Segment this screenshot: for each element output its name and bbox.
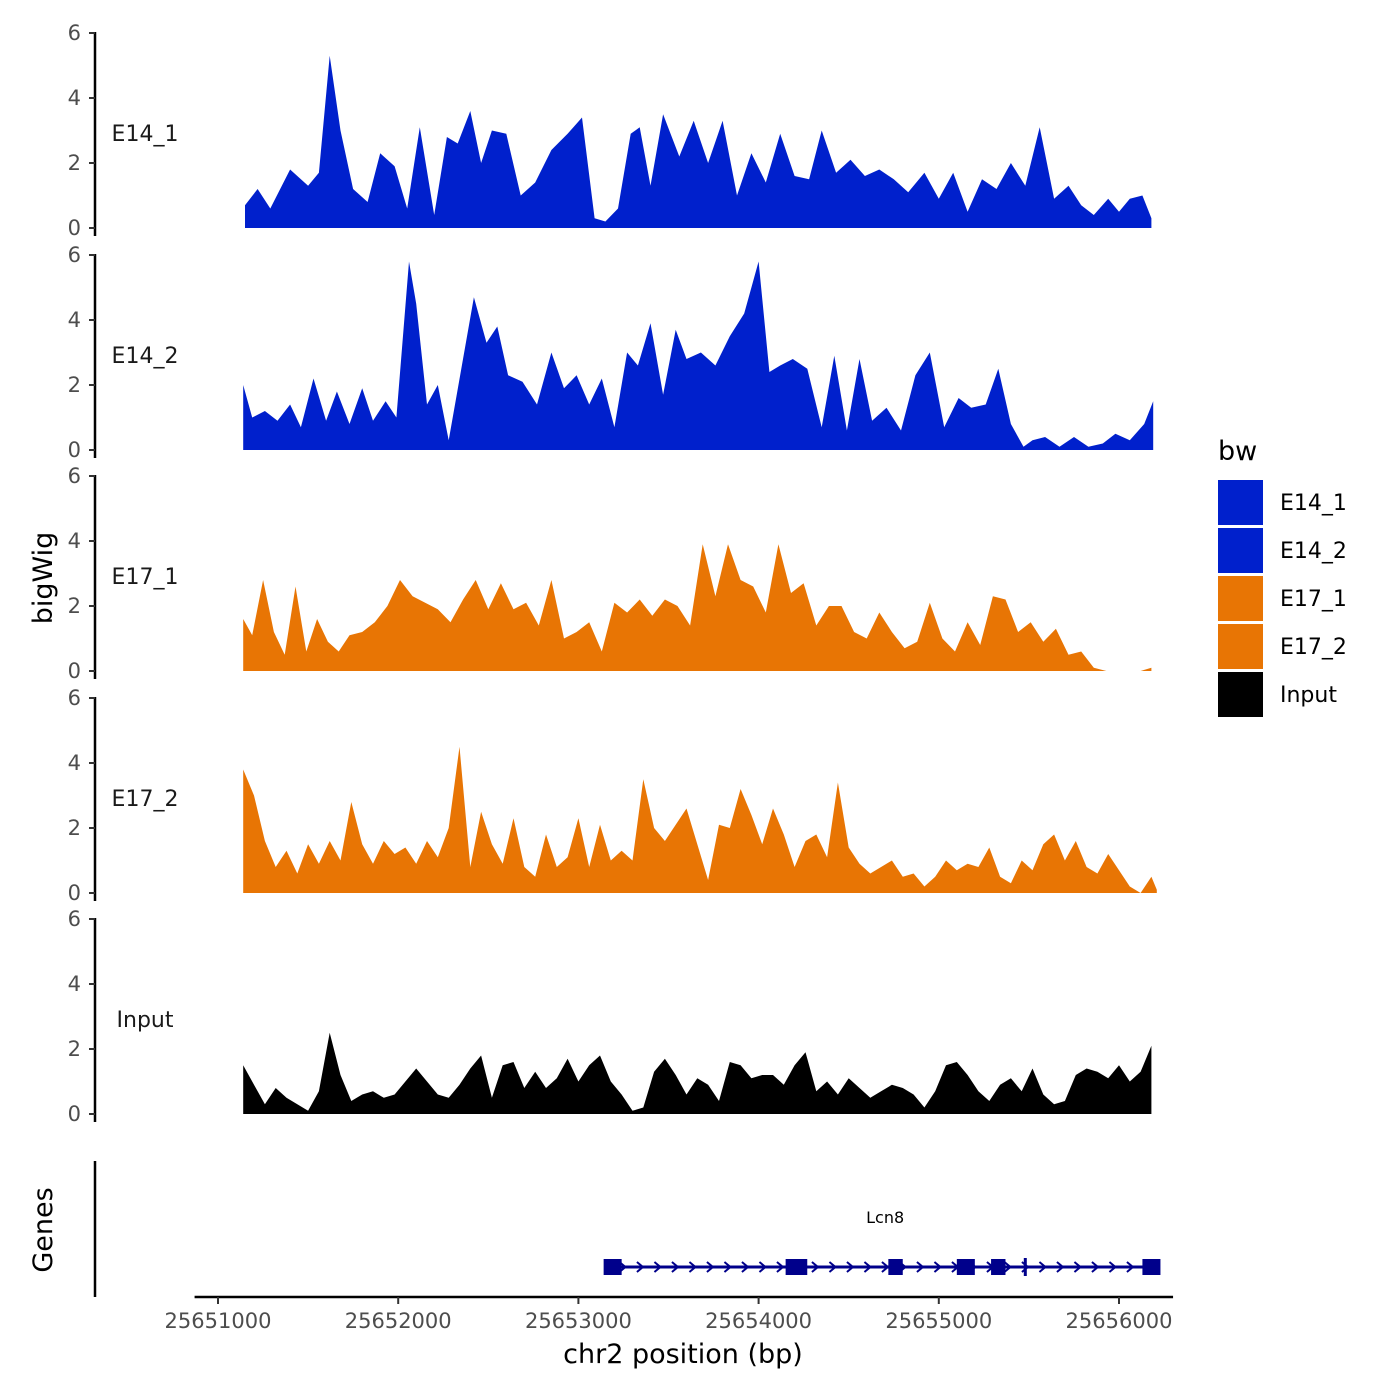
x-axis: 25651000 25652000 25653000 25654000 25655000… xyxy=(165,1295,1174,1333)
exon xyxy=(1142,1259,1161,1275)
legend-key-E14_1 xyxy=(1218,480,1263,525)
y-tick-label: 6 xyxy=(68,464,81,488)
y-tick-label: 0 xyxy=(68,438,81,462)
strand-arrow xyxy=(863,1261,872,1273)
legend: bw E14_1 E14_2 E17_1 E17_2 Input xyxy=(1218,436,1347,717)
strand-arrow xyxy=(811,1261,820,1273)
exon xyxy=(603,1259,622,1275)
x-axis-title: chr2 position (bp) xyxy=(563,1339,803,1370)
x-tick-label: 25653000 xyxy=(525,1309,632,1333)
y-tick-label: 0 xyxy=(68,216,81,240)
track-E14_2: 0 2 4 6 E14_2 xyxy=(68,243,1154,462)
x-tick-label: 25656000 xyxy=(1066,1309,1173,1333)
track-label-E14_2: E14_2 xyxy=(112,344,179,369)
area-Input xyxy=(243,1032,1152,1114)
track-label-E14_1: E14_1 xyxy=(112,122,179,147)
gene-label: Lcn8 xyxy=(866,1208,904,1227)
legend-label-E14_2: E14_2 xyxy=(1280,539,1347,564)
legend-label-E14_1: E14_1 xyxy=(1280,491,1347,516)
strand-arrow xyxy=(723,1261,732,1273)
exon xyxy=(888,1259,903,1275)
y-tick-label: 6 xyxy=(68,686,81,710)
y-tick-label: 4 xyxy=(68,529,81,553)
y-tick-label: 2 xyxy=(68,594,81,618)
y-tick-label: 4 xyxy=(68,308,81,332)
track-E17_2: 0 2 4 6 E17_2 xyxy=(68,686,1157,905)
signal-tracks: 0 2 4 6 E14_1 0 2 4 6 E14_2 0 2 4 6 E17_1 0 2 4 6 E17_2 0 2 4 6… xyxy=(68,21,1157,1126)
y-tick-label: 4 xyxy=(68,751,81,775)
y-tick-label: 4 xyxy=(68,86,81,110)
y-tick-label: 2 xyxy=(68,816,81,840)
legend-label-E17_2: E17_2 xyxy=(1280,635,1347,660)
legend-label-E17_1: E17_1 xyxy=(1280,587,1347,612)
legend-title: bw xyxy=(1218,436,1257,467)
y-tick-label: 0 xyxy=(68,659,81,683)
y-tick-label: 6 xyxy=(68,21,81,45)
track-label-E17_1: E17_1 xyxy=(112,565,179,590)
area-E17_2 xyxy=(243,746,1157,893)
strand-arrow xyxy=(933,1261,942,1273)
strand-arrow xyxy=(741,1261,750,1273)
strand-arrow xyxy=(776,1261,785,1273)
track-label-Input: Input xyxy=(117,1008,174,1033)
strand-arrow xyxy=(881,1261,890,1273)
strand-arrow xyxy=(1056,1261,1065,1273)
y-tick-label: 0 xyxy=(68,1102,81,1126)
y-tick-label: 6 xyxy=(68,243,81,267)
y-tick-label: 2 xyxy=(68,151,81,175)
y-tick-label: 2 xyxy=(68,1037,81,1061)
strand-arrow xyxy=(706,1261,715,1273)
strand-arrow xyxy=(1126,1261,1135,1273)
y-tick-label: 2 xyxy=(68,373,81,397)
strand-arrow xyxy=(828,1261,837,1273)
area-E14_2 xyxy=(243,261,1154,450)
strand-arrow xyxy=(1003,1261,1012,1273)
genes-axis-title: Genes xyxy=(28,1187,59,1272)
strand-arrow xyxy=(1108,1261,1117,1273)
x-tick-label: 25651000 xyxy=(165,1309,272,1333)
area-E14_1 xyxy=(245,55,1152,228)
y-axis-title: bigWig xyxy=(28,532,59,625)
legend-key-E17_1 xyxy=(1218,576,1263,621)
y-tick-label: 0 xyxy=(68,881,81,905)
exon xyxy=(991,1259,1006,1275)
y-tick-label: 6 xyxy=(68,907,81,931)
y-tick-label: 4 xyxy=(68,972,81,996)
strand-arrow xyxy=(1038,1261,1047,1273)
legend-label-Input: Input xyxy=(1280,683,1337,708)
legend-key-E14_2 xyxy=(1218,528,1263,573)
exon xyxy=(785,1259,808,1275)
legend-key-Input xyxy=(1218,672,1263,717)
strand-arrow xyxy=(636,1261,645,1273)
x-tick-label: 25652000 xyxy=(345,1309,452,1333)
strand-arrow xyxy=(671,1261,680,1273)
x-tick-label: 25654000 xyxy=(705,1309,812,1333)
strand-arrow xyxy=(758,1261,767,1273)
area-E17_1 xyxy=(243,544,1152,671)
strand-arrow xyxy=(688,1261,697,1273)
track-label-E17_2: E17_2 xyxy=(112,787,179,812)
strand-arrow xyxy=(1091,1261,1100,1273)
x-tick-label: 25655000 xyxy=(885,1309,992,1333)
legend-key-E17_2 xyxy=(1218,624,1263,669)
track-E17_1: 0 2 4 6 E17_1 xyxy=(68,464,1152,683)
track-Input: 0 2 4 6 Input xyxy=(68,907,1152,1126)
gene-panel: Lcn8 xyxy=(93,1161,1161,1297)
exon xyxy=(956,1259,975,1275)
track-E14_1: 0 2 4 6 E14_1 xyxy=(68,21,1152,240)
strand-arrow xyxy=(653,1261,662,1273)
strand-arrow xyxy=(1073,1261,1082,1273)
strand-arrow xyxy=(846,1261,855,1273)
strand-arrow xyxy=(916,1261,925,1273)
